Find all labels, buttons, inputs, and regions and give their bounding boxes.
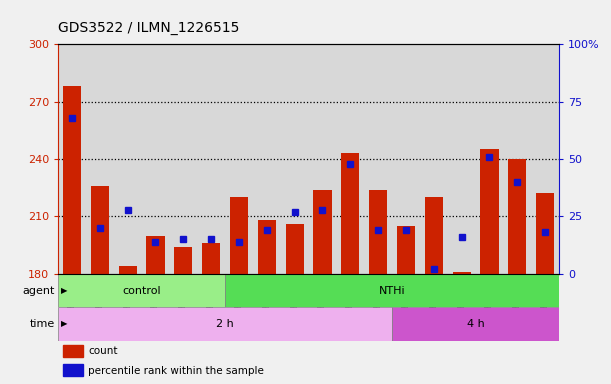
Bar xyxy=(503,44,531,274)
Text: agent: agent xyxy=(23,286,55,296)
Bar xyxy=(142,44,169,274)
Text: control: control xyxy=(122,286,161,296)
Bar xyxy=(258,220,276,274)
Bar xyxy=(364,44,392,274)
Bar xyxy=(174,247,192,274)
Bar xyxy=(342,153,359,274)
Bar xyxy=(313,190,332,274)
Text: 4 h: 4 h xyxy=(467,319,485,329)
Text: count: count xyxy=(88,346,117,356)
Bar xyxy=(531,44,559,274)
Bar xyxy=(63,86,81,274)
Bar xyxy=(225,274,559,307)
Bar xyxy=(58,307,392,341)
Bar xyxy=(337,44,364,274)
Bar xyxy=(425,197,443,274)
Bar xyxy=(197,44,225,274)
Bar xyxy=(392,44,420,274)
Bar xyxy=(420,44,448,274)
Bar xyxy=(119,266,137,274)
Bar xyxy=(309,44,337,274)
Text: ▶: ▶ xyxy=(61,286,68,295)
Text: percentile rank within the sample: percentile rank within the sample xyxy=(88,366,264,376)
Bar xyxy=(285,224,304,274)
Text: ▶: ▶ xyxy=(61,319,68,328)
Bar xyxy=(453,272,470,274)
Bar xyxy=(202,243,220,274)
Bar xyxy=(63,364,83,376)
Bar xyxy=(253,44,280,274)
Bar xyxy=(58,274,225,307)
Bar xyxy=(480,149,499,274)
Bar xyxy=(475,44,503,274)
Bar xyxy=(147,235,164,274)
Text: 2 h: 2 h xyxy=(216,319,234,329)
Bar xyxy=(169,44,197,274)
Bar xyxy=(86,44,114,274)
Bar xyxy=(91,186,109,274)
Text: GDS3522 / ILMN_1226515: GDS3522 / ILMN_1226515 xyxy=(58,21,240,35)
Bar xyxy=(392,307,559,341)
Text: time: time xyxy=(30,319,55,329)
Text: NTHi: NTHi xyxy=(379,286,405,296)
Bar xyxy=(114,44,142,274)
Bar xyxy=(63,345,83,357)
Bar xyxy=(508,159,526,274)
Bar xyxy=(58,44,86,274)
Bar xyxy=(230,197,248,274)
Bar xyxy=(369,190,387,274)
Bar xyxy=(397,226,415,274)
Bar xyxy=(280,44,309,274)
Bar xyxy=(536,194,554,274)
Bar xyxy=(225,44,253,274)
Bar xyxy=(448,44,475,274)
